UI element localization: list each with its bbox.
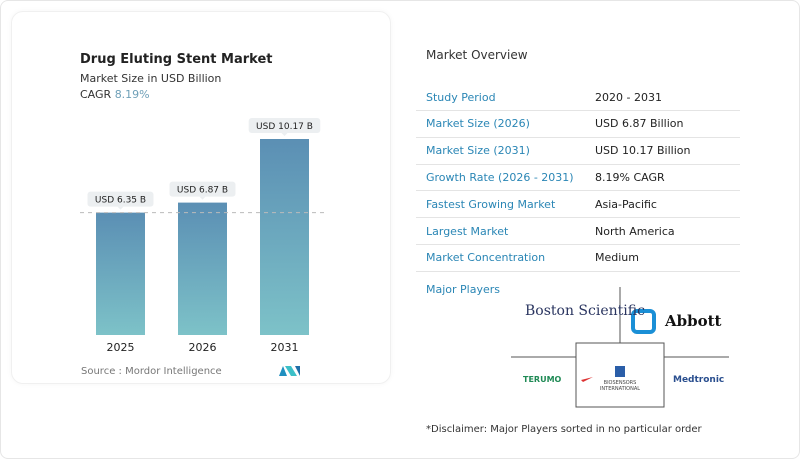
logo-terumo: Terumo xyxy=(523,375,562,384)
overview-value: 8.19% CAGR xyxy=(595,170,665,184)
overview-row: Fastest Growing Market Asia-Pacific xyxy=(416,191,740,219)
bar-2031 xyxy=(260,139,309,335)
overview-key: Market Concentration xyxy=(426,251,546,265)
overview-value: Asia-Pacific xyxy=(595,197,657,211)
overview-key: Market Size (2031) xyxy=(426,144,530,158)
overview-key: Growth Rate (2026 - 2031) xyxy=(426,170,574,184)
overview-key: Market Size (2026) xyxy=(426,117,530,131)
logo-medtronic: Medtronic xyxy=(673,375,725,385)
x-tick-label: 2025 xyxy=(107,341,135,354)
logo-boston-scientific: Boston Scientific xyxy=(525,303,645,319)
cagr-value: 8.19% xyxy=(114,88,150,101)
cagr-label: CAGR xyxy=(80,88,112,101)
overview-key: Study Period xyxy=(426,90,496,104)
chart-title: Drug Eluting Stent Market xyxy=(80,52,273,67)
major-players-title: Major Players xyxy=(426,283,500,296)
x-tick-label: 2026 xyxy=(189,341,217,354)
chart-card xyxy=(11,11,391,384)
data-label-bg xyxy=(169,181,236,197)
chart-subtitle: Market Size in USD Billion xyxy=(80,72,222,85)
overview-row: Market Size (2026) USD 6.87 Billion xyxy=(416,111,740,138)
disclaimer: *Disclaimer: Major Players sorted in no … xyxy=(426,424,702,435)
data-label: USD 10.17 B xyxy=(256,122,313,132)
bar-2026 xyxy=(178,202,227,335)
overview-row: Growth Rate (2026 - 2031) 8.19% CAGR xyxy=(416,164,740,192)
logo-abbott: Abbott xyxy=(665,312,722,330)
logo-biosensors: Biosensors International xyxy=(599,380,641,392)
cagr: CAGR 8.19% xyxy=(80,88,150,101)
data-label-bg xyxy=(248,118,321,133)
overview-key: Largest Market xyxy=(426,224,509,238)
bar-2025 xyxy=(96,212,145,335)
overview-value: 2020 - 2031 xyxy=(595,90,662,104)
data-label-pointer xyxy=(199,196,206,200)
overview-row: Largest Market North America xyxy=(416,218,740,245)
overview-value: North America xyxy=(595,224,675,238)
overview-title: Market Overview xyxy=(426,48,528,62)
overview-row: Market Concentration Medium xyxy=(416,245,740,272)
data-label-pointer xyxy=(117,206,124,210)
overview-key: Fastest Growing Market xyxy=(426,197,556,211)
data-label: USD 6.87 B xyxy=(177,186,228,196)
data-label-pointer xyxy=(281,133,288,136)
source-text: Source : Mordor Intelligence xyxy=(81,366,222,377)
bar-chart: USD 6.35 B 2025 USD 6.87 B 2026 USD 10.17 B 2… xyxy=(80,118,328,354)
overview-value: USD 10.17 Billion xyxy=(595,144,691,158)
overview-value: Medium xyxy=(595,251,639,265)
x-tick-label: 2031 xyxy=(271,341,299,354)
overview-row: Market Size (2031) USD 10.17 Billion xyxy=(416,138,740,165)
data-label-bg xyxy=(87,191,154,207)
data-label: USD 6.35 B xyxy=(95,196,146,206)
overview-row: Study Period 2020 - 2031 xyxy=(416,84,740,111)
overview-value: USD 6.87 Billion xyxy=(595,117,684,131)
